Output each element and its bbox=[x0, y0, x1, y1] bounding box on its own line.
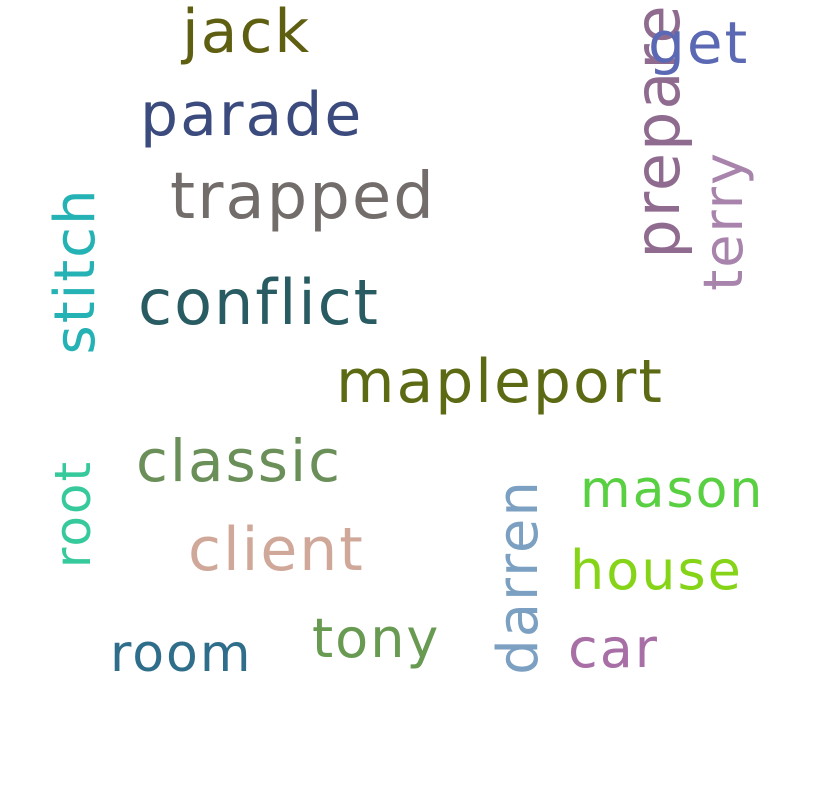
word-parade: parade bbox=[140, 80, 364, 150]
word-house: house bbox=[570, 539, 743, 602]
word-tony: tony bbox=[312, 607, 441, 670]
word-jack: jack bbox=[182, 0, 312, 67]
word-mapleport: mapleport bbox=[336, 347, 664, 417]
word-mason: mason bbox=[580, 460, 765, 520]
word-terry: terry bbox=[692, 151, 755, 291]
word-classic: classic bbox=[136, 427, 342, 495]
word-car: car bbox=[568, 617, 659, 680]
word-root: root bbox=[44, 459, 102, 569]
word-trapped: trapped bbox=[170, 160, 436, 234]
word-stitch: stitch bbox=[43, 187, 108, 355]
word-conflict: conflict bbox=[138, 266, 380, 339]
word-room: room bbox=[110, 624, 253, 684]
word-client: client bbox=[188, 515, 365, 585]
word-get: get bbox=[648, 9, 750, 77]
word-darren: darren bbox=[486, 479, 551, 675]
